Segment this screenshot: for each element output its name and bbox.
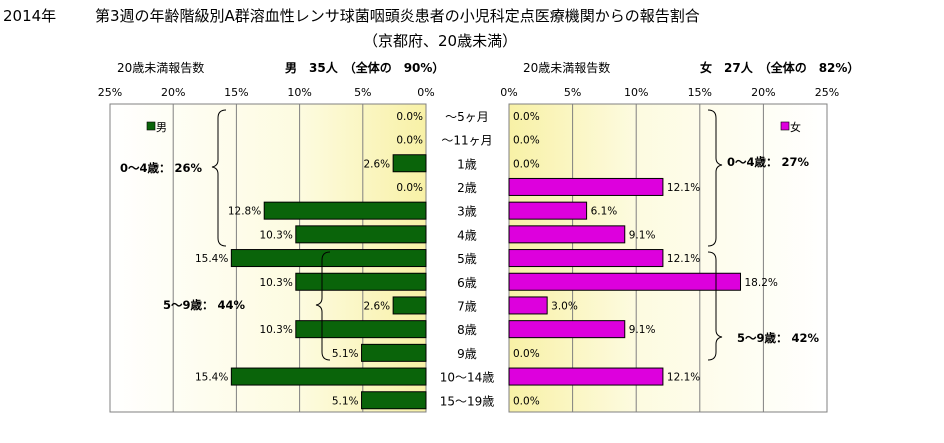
female-bar (508, 249, 664, 268)
legend-swatch-male (146, 121, 156, 131)
category-label: ～5ヶ月 (445, 110, 489, 124)
female-value-label: 3.0% (551, 300, 578, 312)
male-bar (295, 272, 427, 291)
male-value-label: 15.4% (195, 253, 228, 265)
category-labels: ～5ヶ月 ～11ヶ月 1歳 2歳 3歳 4歳 5歳 6歳 7歳 8歳 9歳 10～14歳 15～19歳 (440, 110, 495, 408)
tick-labels: 25% 20% 15% 10% 5% 0% 0% 5% 10% 15% 20% 25% (98, 86, 839, 99)
left-bracket-0-4 (211, 109, 227, 247)
male-value-label: 5.1% (332, 395, 359, 407)
female-bar (508, 177, 664, 196)
right-tick-label: 5% (564, 86, 581, 99)
category-label: 1歳 (457, 157, 477, 171)
female-value-label: 0.0% (513, 395, 540, 407)
male-bar (392, 154, 427, 173)
category-label: 2歳 (457, 181, 477, 195)
bars (230, 154, 742, 410)
left-tick-label: 5% (354, 86, 371, 99)
chart-title-year: 2014年 (3, 7, 56, 25)
male-value-label: 12.8% (228, 206, 261, 218)
right-group-label-5-9: 5～9歳： 42% (737, 331, 820, 345)
male-value-label: 0.0% (396, 182, 423, 194)
male-bar (295, 320, 427, 339)
right-bracket-5-9 (707, 251, 723, 361)
female-bar (508, 296, 548, 315)
female-bar (508, 320, 626, 339)
female-value-label: 0.0% (513, 348, 540, 360)
category-label: 8歳 (457, 323, 477, 337)
female-value-label: 0.0% (513, 135, 540, 147)
legend-label-female: 女 (790, 120, 801, 134)
left-tick-label: 0% (417, 86, 434, 99)
right-tick-label: 20% (751, 86, 775, 99)
right-tick-label: 10% (624, 86, 648, 99)
right-tick-label: 15% (688, 86, 712, 99)
left-group-label-0-4: 0～4歳： 26% (120, 161, 203, 175)
male-bar (230, 249, 427, 268)
male-value-label: 0.0% (396, 135, 423, 147)
category-label: 15～19歳 (440, 394, 495, 408)
male-value-label: 0.0% (396, 111, 423, 123)
male-bar (295, 225, 427, 244)
category-label: 6歳 (457, 276, 477, 290)
male-bar (361, 343, 427, 362)
female-value-label: 0.0% (513, 158, 540, 170)
female-value-label: 18.2% (745, 277, 778, 289)
category-label: 4歳 (457, 228, 477, 242)
chart-subtitle: （京都府、20歳未満） (363, 32, 517, 50)
legend-swatch-female (780, 121, 790, 131)
male-value-label: 10.3% (259, 277, 292, 289)
left-header-label: 20歳未満報告数 (117, 60, 204, 75)
male-value-label: 10.3% (259, 229, 292, 241)
right-header-label: 20歳未満報告数 (523, 60, 610, 75)
left-tick-label: 15% (224, 86, 248, 99)
right-bracket-0-4 (707, 109, 723, 247)
category-label: 9歳 (457, 347, 477, 361)
category-label: 3歳 (457, 205, 477, 219)
right-tick-label: 25% (815, 86, 839, 99)
female-value-label: 12.1% (667, 372, 700, 384)
female-value-label: 0.0% (513, 111, 540, 123)
left-tick-label: 10% (287, 86, 311, 99)
right-group-label-0-4: 0～4歳： 27% (727, 155, 810, 169)
female-value-label: 12.1% (667, 253, 700, 265)
male-bar (230, 367, 427, 386)
female-bar (508, 201, 588, 220)
left-summary: 男 35人 （全体の 90%） (285, 60, 444, 75)
left-tick-label: 20% (161, 86, 185, 99)
male-bar (361, 391, 427, 410)
chart-title: 第3週の年齢階級別A群溶血性レンサ球菌咽頭炎患者の小児科定点医療機関からの報告割… (95, 7, 700, 25)
male-bar (392, 296, 427, 315)
left-tick-label: 25% (98, 86, 122, 99)
male-value-label: 2.6% (363, 158, 390, 170)
left-bracket-5-9 (315, 251, 331, 361)
female-bar (508, 367, 664, 386)
male-value-label: 10.3% (259, 324, 292, 336)
category-label: ～11ヶ月 (441, 134, 492, 148)
female-value-label: 6.1% (591, 206, 618, 218)
female-bar (508, 225, 626, 244)
female-value-label: 9.1% (629, 229, 656, 241)
right-summary: 女 27人 （全体の 82%） (700, 60, 859, 75)
data-labels: 0.0% 0.0% 0.0% 0.0% 2.6% 0.0% 0.0% 12.1% 12.8% 6.… (195, 111, 778, 407)
female-bar (508, 272, 742, 291)
male-value-label: 5.1% (332, 348, 359, 360)
male-value-label: 15.4% (195, 372, 228, 384)
legend-label-male: 男 (156, 121, 167, 134)
category-label: 5歳 (457, 252, 477, 266)
left-group-label-5-9: 5～9歳： 44% (163, 298, 246, 312)
female-value-label: 9.1% (629, 324, 656, 336)
female-value-label: 12.1% (667, 182, 700, 194)
category-label: 10～14歳 (440, 371, 495, 385)
right-tick-label: 0% (500, 86, 517, 99)
category-label: 7歳 (457, 299, 477, 313)
male-bar (263, 201, 427, 220)
male-value-label: 2.6% (363, 300, 390, 312)
